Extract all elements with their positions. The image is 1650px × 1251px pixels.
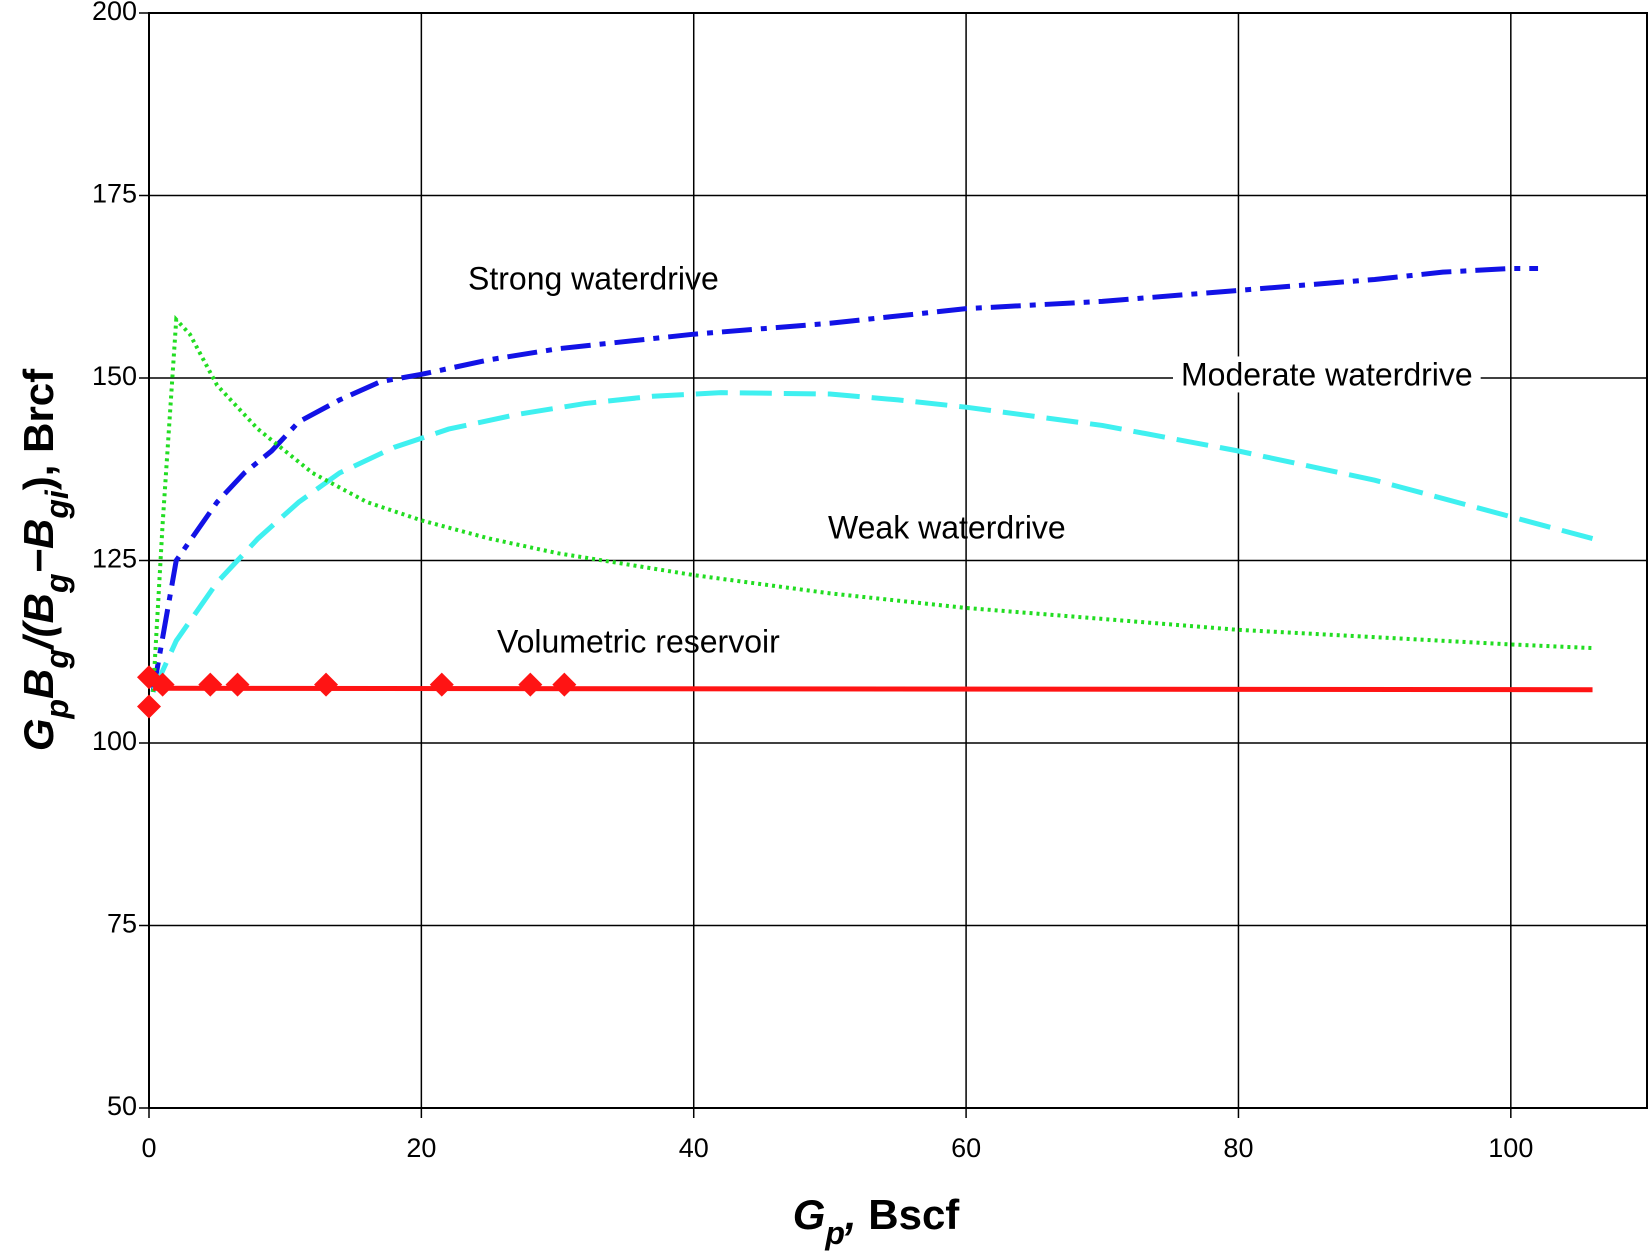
marker: [198, 672, 223, 697]
marker: [150, 672, 175, 697]
label-part: /(: [15, 619, 62, 651]
label-part: ,: [844, 1191, 857, 1238]
series-line: [150, 390, 1594, 693]
series-annotation: Moderate waterdrive: [1181, 356, 1473, 392]
label-part: p: [39, 699, 75, 720]
series-annotation: Weak waterdrive: [828, 509, 1066, 545]
label-part: G: [793, 1191, 826, 1238]
y-tick-label: 200: [92, 0, 137, 26]
y-tick-label: 175: [92, 179, 137, 209]
label-part: p: [824, 1215, 845, 1251]
series-annotation: Volumetric reservoir: [497, 623, 780, 659]
series-line: [151, 314, 1593, 693]
label-part: gi: [39, 489, 75, 520]
y-axis-label: GpBg/(Bg−Bgi), Brcf: [15, 368, 75, 751]
label-part: B: [15, 593, 62, 623]
marker: [137, 694, 161, 719]
y-tick-label: 125: [92, 544, 137, 574]
x-tick-label: 40: [679, 1133, 709, 1163]
marker: [552, 672, 577, 697]
annotation-background: [1173, 356, 1481, 393]
x-tick-label: 80: [1223, 1133, 1253, 1163]
x-tick-label: 60: [951, 1133, 981, 1163]
y-tick-label: 50: [107, 1091, 137, 1121]
marker: [429, 672, 454, 697]
label-part: B: [15, 519, 62, 549]
x-tick-label: 100: [1488, 1133, 1533, 1163]
plot-frame: [148, 12, 1648, 1109]
y-tick-label: 150: [92, 361, 137, 391]
series-line: [153, 685, 1593, 693]
x-tick-label: 20: [406, 1133, 436, 1163]
label-part: G: [15, 718, 62, 751]
label-part: −: [15, 549, 62, 574]
marker: [225, 672, 250, 697]
series-annotation: Strong waterdrive: [468, 260, 719, 296]
series-line: [150, 266, 1539, 693]
label-part: B: [15, 669, 62, 699]
label-part: g: [39, 649, 75, 670]
y-tick-label: 100: [92, 726, 137, 756]
x-tick-label: 0: [141, 1133, 156, 1163]
x-axis-label: Gp, Bscf: [793, 1191, 961, 1251]
label-part: Bscf: [857, 1191, 961, 1238]
label-part: g: [39, 574, 75, 595]
marker: [518, 672, 543, 697]
y-tick-label: 75: [107, 909, 137, 939]
label-part: ), Brcf: [15, 368, 62, 490]
marker: [314, 672, 339, 697]
